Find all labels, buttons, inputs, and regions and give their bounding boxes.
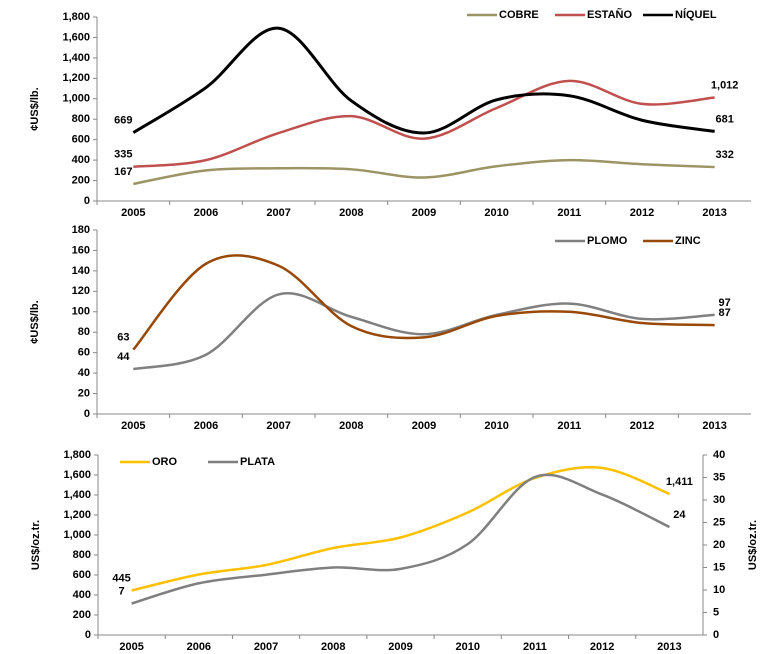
legend-label: PLOMO (587, 235, 628, 247)
data-label: 97 (719, 297, 731, 309)
x-tick-label: 2011 (557, 420, 581, 432)
y-tick-label: 120 (72, 285, 90, 297)
x-tick-label: 2013 (702, 420, 726, 432)
data-label: 7 (119, 585, 125, 597)
y2-tick-label: 5 (713, 606, 719, 618)
x-tick-label: 2009 (412, 420, 436, 432)
x-tick-label: 2009 (388, 641, 412, 653)
x-tick-label: 2011 (523, 641, 547, 653)
x-tick-label: 2008 (321, 641, 345, 653)
x-tick-label: 2007 (254, 641, 278, 653)
data-label: 332 (715, 149, 733, 161)
data-label: 24 (673, 509, 686, 521)
x-tick-label: 2012 (630, 420, 654, 432)
x-tick-label: 2010 (484, 420, 508, 432)
y-tick-label: 0 (84, 408, 90, 420)
y-tick-label: 0 (84, 195, 90, 207)
y2-tick-label: 40 (713, 449, 725, 461)
x-tick-label: 2011 (557, 207, 581, 219)
x-tick-label: 2005 (119, 641, 143, 653)
legend-label: ZINC (675, 235, 701, 247)
y2-tick-label: 10 (713, 584, 725, 596)
x-tick-label: 2007 (266, 420, 290, 432)
series-line (133, 79, 715, 169)
x-tick-label: 2010 (484, 207, 508, 219)
x-tick-label: 2006 (194, 420, 218, 432)
series-line (133, 292, 715, 371)
y-tick-label: 1,000 (62, 93, 90, 105)
y-tick-label: 1,400 (62, 52, 90, 64)
y-tick-label: 1,000 (63, 529, 91, 541)
y2-axis-title: US$/oz.tr. (747, 520, 759, 570)
y-tick-label: 800 (73, 549, 91, 561)
y2-tick-label: 0 (713, 629, 719, 641)
y-tick-label: 1,800 (63, 449, 91, 461)
y-tick-label: 140 (72, 265, 90, 277)
y2-tick-label: 35 (713, 471, 725, 483)
data-label: 44 (117, 351, 130, 363)
y-tick-label: 1,200 (63, 509, 91, 521)
series-line (132, 26, 715, 135)
legend-label: PLATA (240, 456, 275, 468)
series-line (132, 254, 715, 351)
x-tick-label: 2013 (657, 641, 681, 653)
y-tick-label: 1,800 (62, 11, 90, 23)
y2-tick-label: 20 (713, 539, 725, 551)
y-tick-label: 1,200 (62, 72, 90, 84)
x-tick-label: 2012 (590, 641, 614, 653)
data-label: 87 (719, 307, 731, 319)
x-tick-label: 2013 (702, 207, 726, 219)
x-tick-label: 2009 (412, 207, 436, 219)
y2-tick-label: 15 (713, 561, 725, 573)
data-label: 63 (117, 332, 129, 344)
series-line (133, 158, 715, 186)
y-tick-label: 200 (72, 174, 90, 186)
y-tick-label: 400 (73, 589, 91, 601)
y-axis-title: US$/oz.tr. (30, 520, 42, 570)
y2-tick-label: 25 (713, 516, 725, 528)
series-line (131, 466, 670, 592)
data-label: 167 (114, 166, 132, 178)
y-axis-title: ¢US$/lb. (29, 300, 41, 343)
y-tick-label: 400 (72, 154, 90, 166)
legend-label: ORO (152, 456, 178, 468)
x-tick-label: 2006 (187, 641, 211, 653)
y-tick-label: 160 (72, 244, 90, 256)
x-tick-label: 2005 (121, 207, 145, 219)
x-tick-label: 2006 (194, 207, 218, 219)
y-tick-label: 180 (72, 224, 90, 236)
y-tick-label: 800 (72, 113, 90, 125)
data-label: 335 (114, 149, 132, 161)
series-line (131, 473, 670, 605)
y-tick-label: 100 (72, 306, 90, 318)
data-label: 681 (715, 113, 733, 125)
y2-tick-label: 30 (713, 494, 725, 506)
y-tick-label: 1,400 (63, 489, 91, 501)
data-label: 1,411 (666, 476, 693, 488)
legend-label: COBRE (499, 9, 539, 21)
y-axis-title: ¢US$/lb. (29, 87, 41, 130)
legend-label: ESTAÑO (587, 8, 632, 21)
y-tick-label: 200 (73, 609, 91, 621)
x-tick-label: 2012 (630, 207, 654, 219)
y-tick-label: 0 (85, 629, 91, 641)
y-tick-label: 1,600 (63, 469, 91, 481)
y-tick-label: 20 (78, 387, 90, 399)
y-tick-label: 40 (78, 367, 90, 379)
y-tick-label: 600 (72, 134, 90, 146)
x-tick-label: 2005 (121, 420, 145, 432)
y-tick-label: 1,600 (62, 31, 90, 43)
y-tick-label: 600 (73, 569, 91, 581)
x-tick-label: 2008 (339, 420, 363, 432)
x-tick-label: 2008 (339, 207, 363, 219)
data-label: 669 (114, 115, 132, 127)
y-tick-label: 60 (78, 347, 90, 359)
data-label: 445 (112, 572, 130, 584)
x-tick-label: 2007 (266, 207, 290, 219)
data-label: 1,012 (711, 79, 739, 91)
y-tick-label: 80 (78, 326, 90, 338)
legend-label: NÍQUEL (675, 8, 717, 21)
x-tick-label: 2010 (455, 641, 479, 653)
